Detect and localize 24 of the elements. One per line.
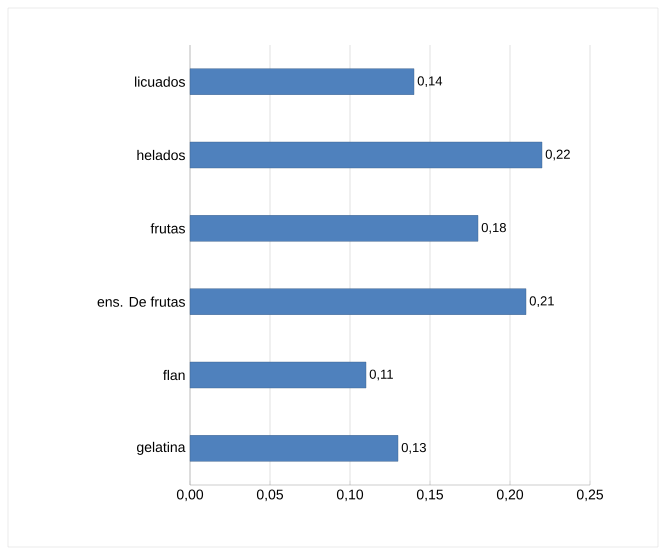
data-label: 0,14 (418, 76, 442, 88)
bar (190, 288, 526, 315)
y-tick-label: flan (163, 370, 185, 380)
x-tick-label: 0,10 (336, 490, 364, 502)
y-tick-label: helados (137, 150, 185, 160)
x-tick-label: 0,20 (496, 490, 524, 502)
y-tick-label: licuados (135, 76, 185, 87)
x-tick-label: 0,05 (256, 490, 284, 502)
data-label: 0,18 (482, 222, 506, 234)
bar (190, 215, 478, 242)
bar (190, 362, 366, 388)
y-tick-label: frutas (150, 223, 185, 234)
x-tick-label: 0,25 (576, 490, 604, 502)
data-label: 0,11 (370, 370, 393, 380)
x-tick-label: 0,00 (176, 490, 204, 502)
data-label: 0,22 (546, 150, 570, 160)
data-label: 0,13 (402, 442, 426, 454)
y-tick-label: ens. De frutas (98, 296, 185, 307)
bar (190, 142, 542, 168)
bar (190, 68, 414, 95)
bar (190, 435, 398, 462)
x-tick-label: 0,15 (416, 490, 444, 502)
data-label: 0,21 (530, 296, 554, 308)
y-tick-label: gelatina (137, 442, 186, 455)
